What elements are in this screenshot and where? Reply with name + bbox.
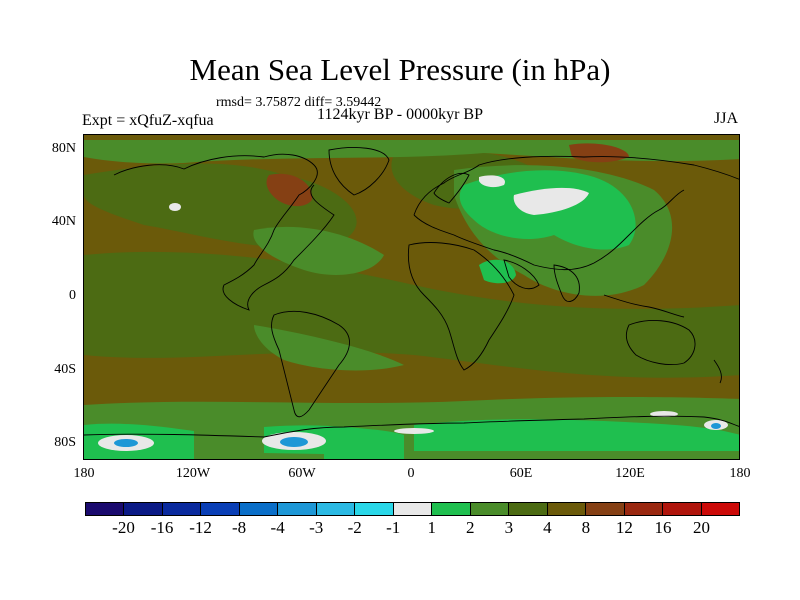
- coastline-africa: [407, 242, 515, 371]
- field-level-1: [650, 411, 678, 417]
- field-level-1: [479, 175, 505, 188]
- coastline-australia: [625, 320, 696, 366]
- colorbar-swatch: [701, 503, 739, 515]
- coastline-indonesia: [603, 294, 685, 318]
- lon-label-120w: 120W: [175, 466, 211, 481]
- coastline-greenland: [328, 147, 390, 196]
- rmsd-diff-stats: rmsd= 3.75872 diff= 3.59442: [216, 95, 382, 110]
- field-level-1: [394, 428, 434, 434]
- colorbar-label: 16: [654, 518, 672, 537]
- colorbar-swatch: [201, 503, 240, 515]
- coastline-south-america: [271, 310, 350, 418]
- lat-label-80n: 80N: [51, 141, 76, 156]
- pressure-map-svg: [84, 135, 739, 459]
- lon-label-120e: 120E: [615, 466, 645, 481]
- colorbar-label: 2: [466, 518, 475, 537]
- lon-label-180w: 180: [73, 466, 95, 481]
- lon-label-180e: 180: [729, 466, 751, 481]
- coastlines: [84, 147, 739, 438]
- field-level-12: [569, 143, 629, 163]
- field-level-2: [479, 259, 516, 284]
- colorbar-label: -20: [112, 518, 135, 537]
- colorbar-swatch: [663, 503, 702, 515]
- colorbar-swatch: [162, 503, 202, 515]
- colorbar-swatch: [470, 503, 510, 515]
- field-level-12: [266, 173, 313, 207]
- colorbar-swatch: [432, 503, 471, 515]
- lon-label-60e: 60E: [509, 466, 533, 481]
- field-level-3: [254, 325, 404, 371]
- coastline-new-zealand: [713, 359, 722, 384]
- coastline-arabia: [503, 259, 540, 290]
- colorbar-label: 8: [581, 518, 591, 537]
- lat-label-80s: 80S: [54, 435, 76, 450]
- coastline-india: [553, 264, 580, 302]
- colorbar-swatch: [278, 503, 317, 515]
- colorbar-label: -8: [232, 518, 247, 537]
- colorbar-swatch: [393, 503, 433, 515]
- lon-label-0: 0: [407, 466, 415, 481]
- coastline-antarctica: [84, 415, 739, 438]
- colorbar-swatch: [239, 503, 279, 515]
- field-level-negative: [711, 423, 721, 429]
- colorbar-label: 12: [615, 518, 633, 537]
- field-level-4: [84, 251, 739, 378]
- colorbar-label: -4: [270, 518, 285, 537]
- lat-label-40n: 40N: [51, 214, 76, 229]
- colorbar-swatch: [547, 503, 587, 515]
- field-level-1: [169, 203, 181, 211]
- lat-label-40s: 40S: [54, 362, 76, 377]
- colorbar-label: -1: [386, 518, 401, 537]
- field-level-3: [253, 226, 384, 275]
- pressure-map: [83, 134, 740, 460]
- field-level-1: [513, 187, 589, 215]
- field-level-2: [414, 419, 739, 451]
- field-level-negative: [280, 437, 308, 447]
- lon-label-60w: 60W: [288, 466, 316, 481]
- lat-label-0: 0: [69, 288, 76, 303]
- colorbar-swatch: [586, 503, 625, 515]
- colorbar-label: -2: [347, 518, 362, 537]
- field-level-2: [324, 428, 404, 459]
- colorbar-swatch: [355, 503, 394, 515]
- colorbar-swatch: [509, 503, 548, 515]
- coastline-north-america: [113, 153, 335, 311]
- colorbar: [85, 502, 740, 516]
- colorbar-swatch: [86, 503, 125, 515]
- colorbar-label: 4: [543, 518, 552, 537]
- season-label: JJA: [714, 110, 739, 127]
- colorbar-swatch: [624, 503, 664, 515]
- colorbar-label: -3: [309, 518, 324, 537]
- colorbar-label: -12: [189, 518, 212, 537]
- colorbar-swatch: [124, 503, 163, 515]
- colorbar-label: 3: [504, 518, 514, 537]
- coastline-eurasia: [413, 155, 739, 271]
- pressure-anomaly-fields: [84, 140, 739, 459]
- time-range-subtitle: 1124kyr BP - 0000kyr BP: [317, 106, 483, 123]
- colorbar-swatch: [316, 503, 356, 515]
- coastline-scandinavia: [433, 173, 470, 204]
- colorbar-label: 1: [427, 518, 437, 537]
- colorbar-label: -16: [150, 518, 174, 537]
- chart-title: Mean Sea Level Pressure (in hPa): [189, 52, 611, 87]
- field-level-negative: [114, 439, 138, 447]
- colorbar-label: 20: [692, 518, 710, 537]
- experiment-label: Expt = xQfuZ-xqfua: [82, 112, 214, 129]
